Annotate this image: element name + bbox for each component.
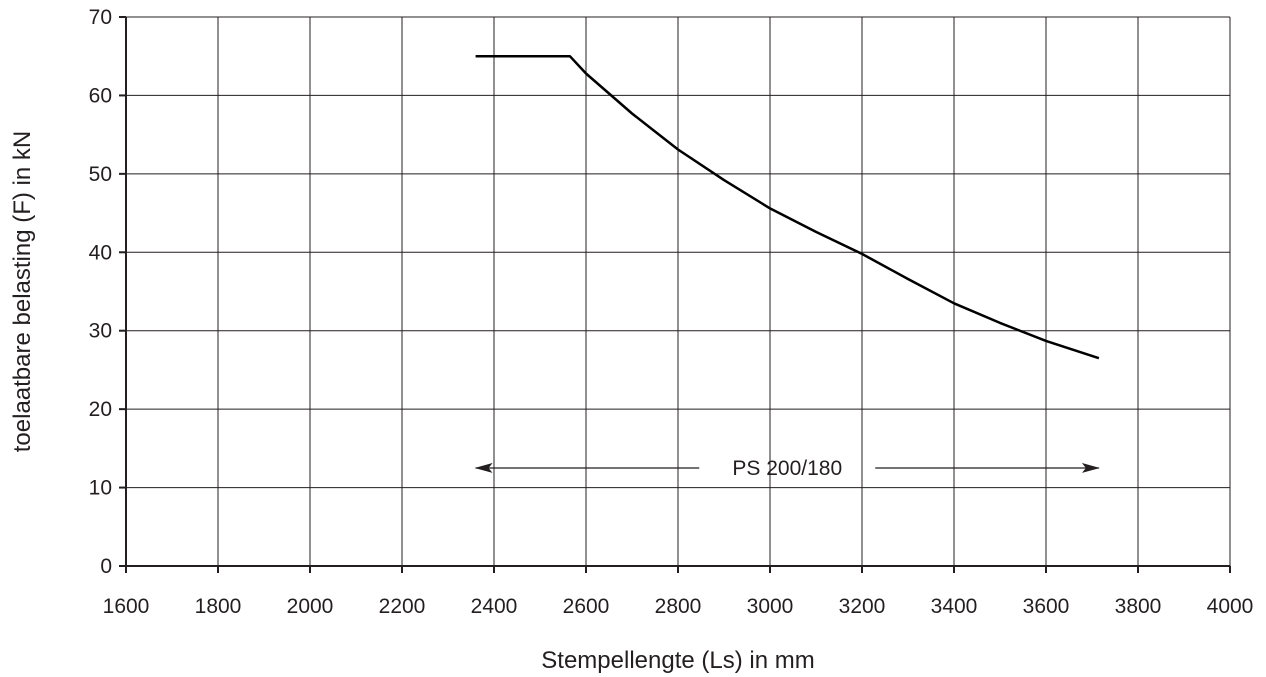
x-tick-label: 1800 <box>195 595 242 618</box>
annotations: PS 200/180 <box>474 457 1100 480</box>
series-line <box>475 54 1100 360</box>
y-tick-label: 10 <box>89 477 112 500</box>
x-tick-label: 3200 <box>839 595 886 618</box>
x-tick-label: 2200 <box>379 595 426 618</box>
y-tick-label: 40 <box>89 241 112 264</box>
x-tick-label: 2800 <box>655 595 702 618</box>
y-tick-label: 70 <box>89 6 112 29</box>
x-tick-label: 3400 <box>931 595 978 618</box>
series-group <box>475 54 1100 360</box>
x-tick-label: 3800 <box>1115 595 1162 618</box>
x-tick-label: 1600 <box>103 595 150 618</box>
x-tick-label: 2400 <box>471 595 518 618</box>
y-tick-label: 0 <box>100 555 112 578</box>
grid <box>126 16 1231 566</box>
x-tick-label: 3600 <box>1023 595 1070 618</box>
y-tick-label: 60 <box>89 84 112 107</box>
x-tick-label: 2000 <box>287 595 334 618</box>
y-tick-label: 20 <box>89 398 112 421</box>
x-tick-label: 2600 <box>563 595 610 618</box>
y-tick-labels: 0 10 20 30 40 50 60 70 <box>89 6 112 578</box>
x-tick-labels: 1600 1800 2000 2200 2400 2600 2800 3000 3200 3400… <box>103 595 1254 618</box>
annotation-label: PS 200/180 <box>732 457 842 480</box>
axes <box>119 16 1231 573</box>
x-axis-title: Stempellengte (Ls) in mm <box>541 647 814 674</box>
y-tick-label: 30 <box>89 320 112 343</box>
x-tick-label: 3000 <box>747 595 794 618</box>
y-axis-title: toelaatbare belasting (F) in kN <box>9 131 36 453</box>
x-tick-label: 4000 <box>1207 595 1254 618</box>
y-tick-label: 50 <box>89 163 112 186</box>
